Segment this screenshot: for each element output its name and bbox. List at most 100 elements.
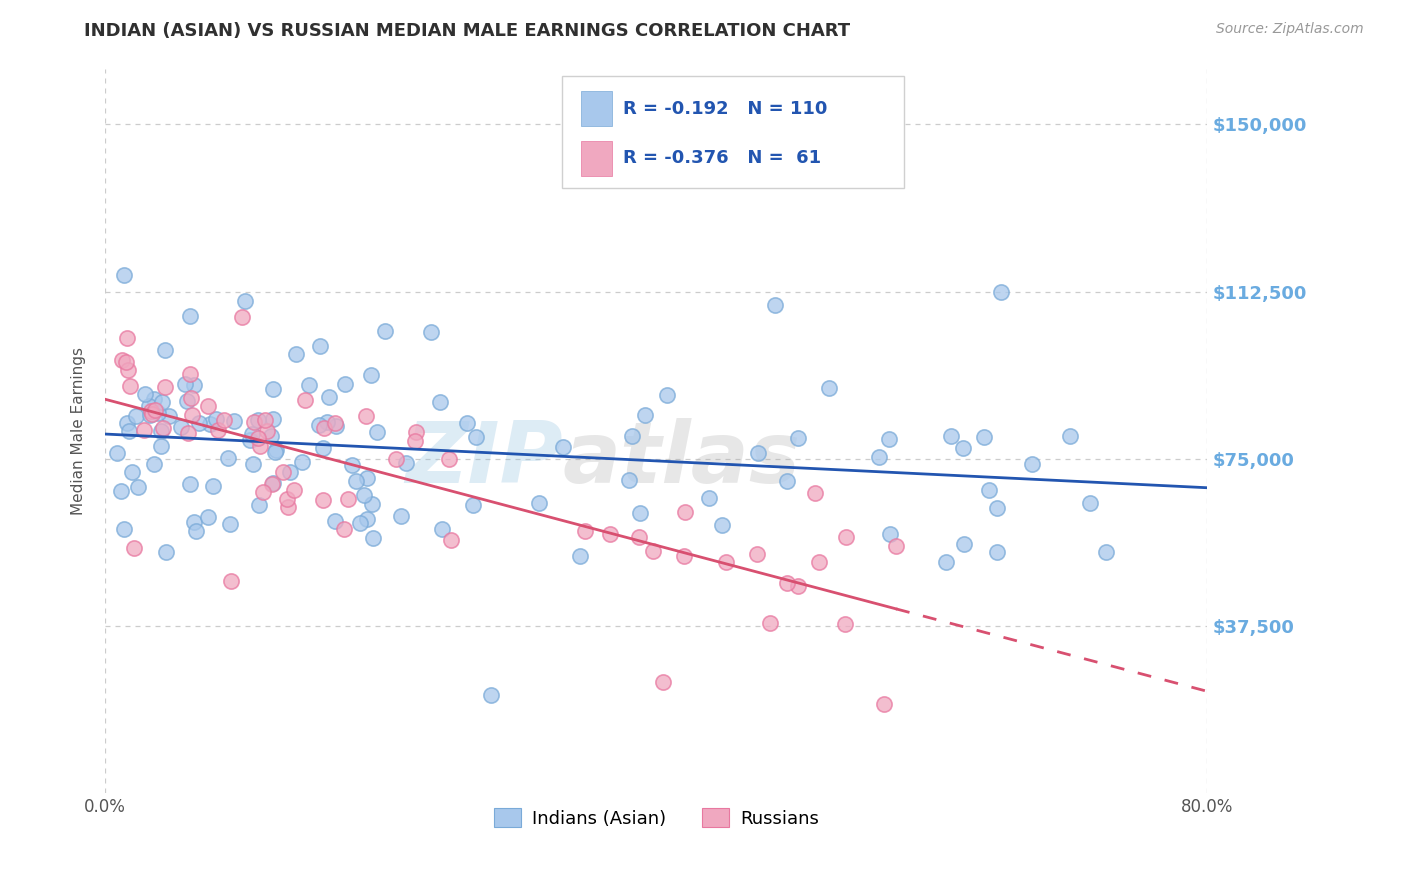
Point (188, 416, 211, 430)
Point (262, 412, 284, 426)
Point (262, 382, 284, 396)
Point (1078, 495, 1101, 509)
Point (146, 405, 169, 419)
Point (205, 412, 228, 426)
Point (935, 555, 957, 569)
Point (239, 433, 262, 447)
Point (253, 412, 276, 426)
Point (986, 500, 1008, 515)
Point (630, 506, 652, 520)
Point (356, 470, 378, 484)
Text: Source: ZipAtlas.com: Source: ZipAtlas.com (1216, 22, 1364, 37)
Point (118, 425, 141, 439)
Point (834, 530, 856, 544)
Point (291, 455, 314, 469)
Point (673, 504, 696, 518)
Point (1021, 457, 1043, 471)
Point (214, 413, 236, 427)
Point (990, 285, 1012, 299)
Point (271, 465, 294, 479)
Point (1095, 545, 1118, 559)
Point (574, 524, 596, 539)
Point (939, 429, 962, 443)
Point (264, 444, 287, 458)
Point (134, 386, 156, 401)
Point (184, 524, 207, 538)
Point (553, 440, 575, 454)
Point (110, 483, 132, 498)
Point (620, 428, 643, 442)
Point (745, 547, 768, 561)
Point (170, 419, 193, 434)
Point (568, 549, 591, 563)
Point (176, 393, 198, 408)
Point (155, 380, 177, 394)
Text: atlas: atlas (562, 418, 800, 501)
Point (973, 430, 995, 444)
Point (312, 441, 335, 455)
Point (149, 424, 172, 438)
Text: ZIP: ZIP (405, 418, 562, 501)
Point (139, 404, 162, 418)
Point (260, 428, 283, 442)
Point (336, 491, 359, 506)
Point (219, 516, 242, 531)
Point (333, 522, 356, 536)
Point (179, 368, 201, 382)
Point (529, 496, 551, 510)
Point (617, 473, 640, 487)
Point (180, 391, 202, 405)
Point (138, 399, 160, 413)
Point (231, 310, 253, 325)
Point (354, 409, 377, 423)
Point (356, 512, 378, 526)
Point (763, 298, 786, 312)
Point (266, 442, 288, 457)
Point (155, 545, 177, 559)
Point (333, 377, 356, 392)
Point (440, 533, 463, 547)
Point (183, 377, 205, 392)
Point (114, 355, 136, 369)
Point (395, 456, 418, 470)
Point (142, 457, 165, 471)
Point (197, 510, 219, 524)
Point (627, 530, 650, 544)
Point (249, 439, 271, 453)
Point (1059, 429, 1081, 443)
Point (312, 492, 335, 507)
Point (312, 421, 335, 435)
Point (256, 425, 278, 439)
Point (117, 363, 139, 377)
Point (262, 476, 284, 491)
Point (714, 555, 737, 569)
Point (308, 417, 330, 432)
FancyBboxPatch shape (562, 76, 904, 188)
Point (787, 431, 810, 445)
Point (952, 537, 974, 551)
Point (429, 395, 451, 409)
Point (873, 697, 896, 711)
Point (107, 446, 129, 460)
Point (179, 309, 201, 323)
Point (200, 417, 222, 432)
Point (233, 293, 256, 308)
Point (252, 485, 274, 500)
Point (599, 526, 621, 541)
Point (112, 522, 135, 536)
Point (180, 408, 202, 422)
Point (183, 516, 205, 530)
Point (247, 431, 270, 445)
Point (808, 556, 831, 570)
Point (759, 615, 782, 630)
Point (711, 518, 734, 533)
Point (787, 579, 810, 593)
Point (643, 544, 665, 558)
Point (207, 423, 229, 437)
Point (342, 458, 364, 473)
Point (153, 343, 176, 358)
Point (309, 339, 332, 353)
Point (404, 434, 426, 449)
Point (141, 407, 163, 421)
Point (122, 541, 145, 555)
